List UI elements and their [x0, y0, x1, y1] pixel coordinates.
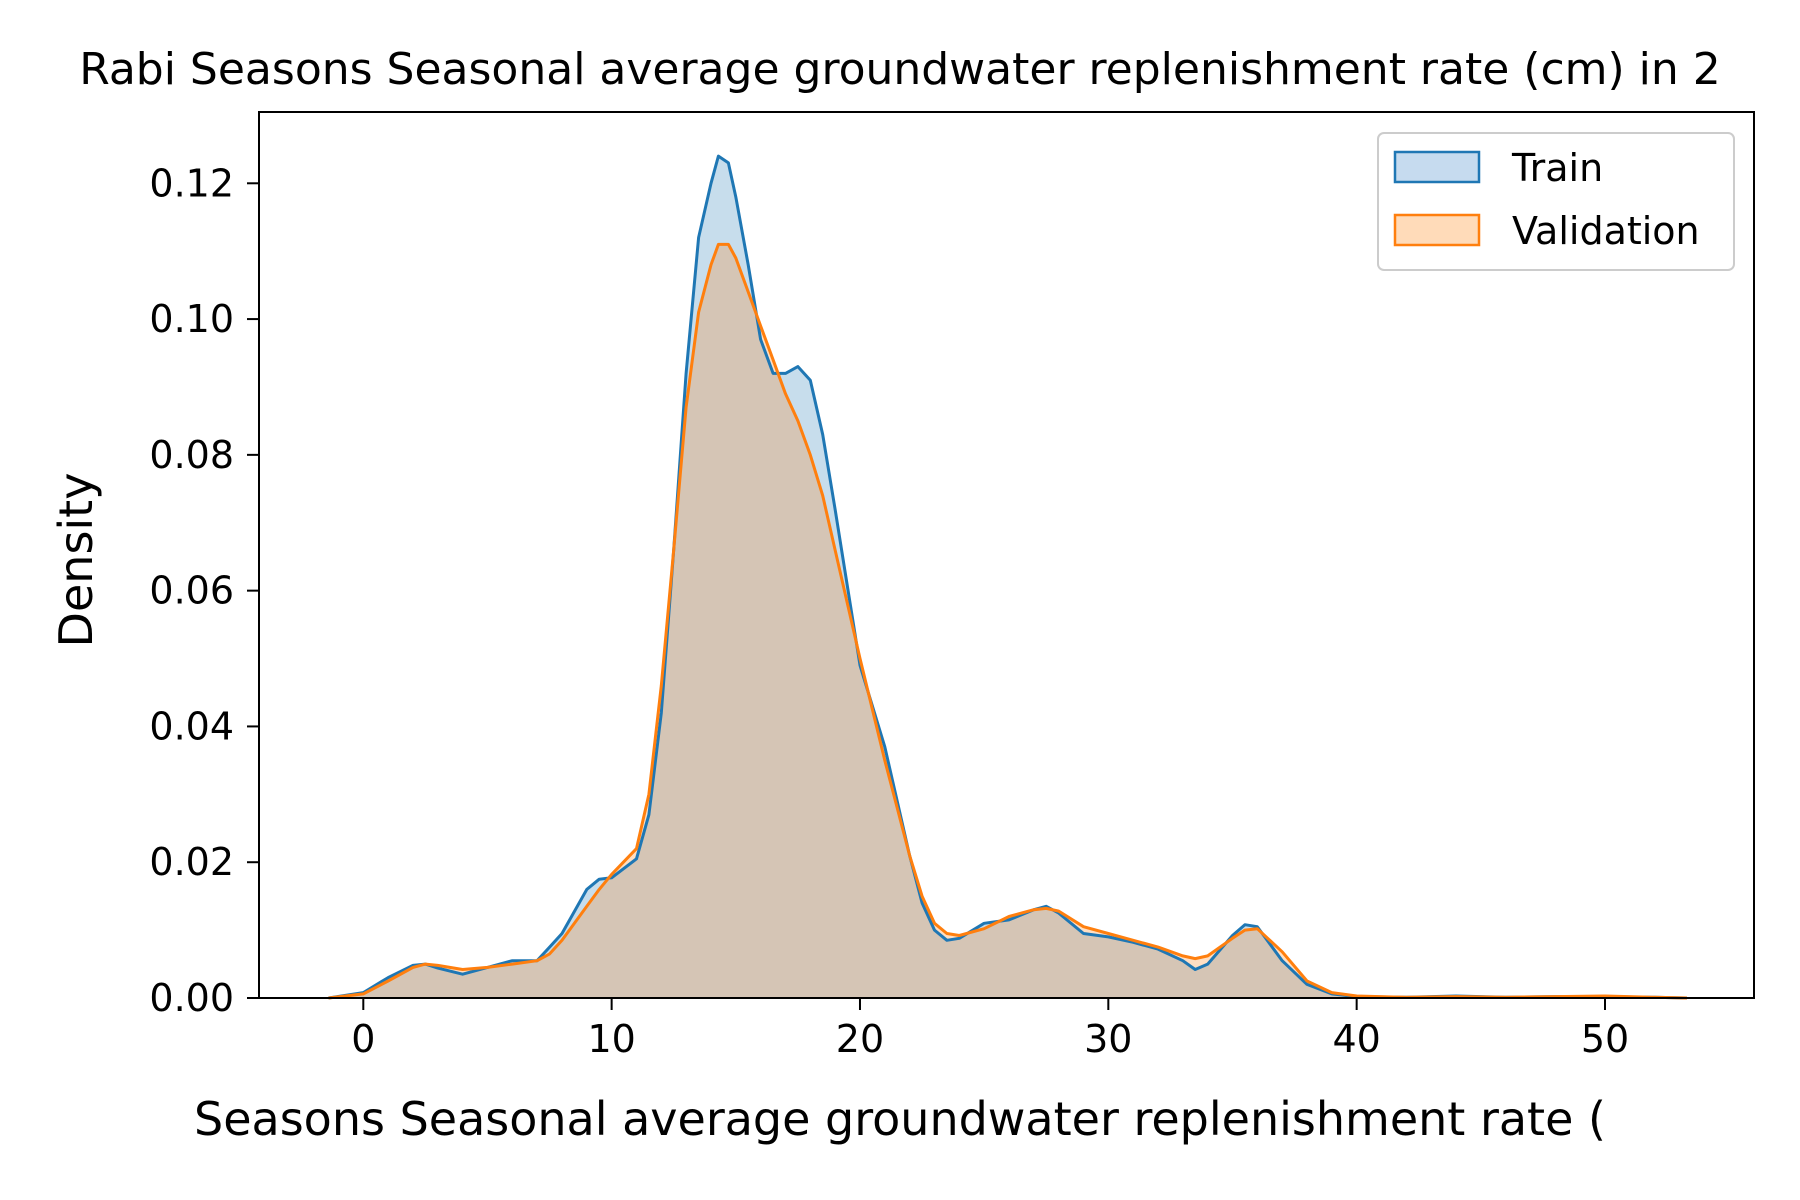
- x-tick-label: 20: [836, 1017, 884, 1061]
- x-tick-label: 0: [351, 1017, 375, 1061]
- x-axis-title: Seasons Seasonal average groundwater rep…: [194, 1092, 1606, 1146]
- plot-frame: [258, 111, 1755, 999]
- y-tick-label: 0.02: [149, 840, 234, 884]
- legend-label-validation: Validation: [1512, 209, 1700, 253]
- y-tick-label: 0.06: [149, 569, 234, 613]
- legend-label-train: Train: [1511, 146, 1603, 190]
- y-tick-label: 0.04: [149, 704, 234, 748]
- x-tick-label: 30: [1084, 1017, 1132, 1061]
- y-tick-label: 0.12: [149, 161, 234, 205]
- y-axis: 0.00 0.02 0.04 0.06 0.08 0.10 0.12: [149, 161, 259, 1020]
- x-tick-label: 10: [587, 1017, 635, 1061]
- chart-title: Rabi Seasons Seasonal average groundwate…: [79, 44, 1721, 95]
- legend-swatch-train: [1393, 150, 1481, 184]
- density-fill-train: [328, 156, 1687, 999]
- y-tick-label: 0.10: [149, 297, 234, 341]
- density-fill-validation: [328, 244, 1687, 998]
- legend: Train Validation: [1377, 132, 1735, 271]
- y-axis-title: Density: [49, 473, 103, 648]
- density-line-validation: [328, 242, 1687, 1000]
- x-tick-label: 50: [1581, 1017, 1629, 1061]
- density-lines: [328, 154, 1687, 1000]
- x-tick-label: 40: [1332, 1017, 1380, 1061]
- x-axis: 0 10 20 30 40 50: [351, 998, 1629, 1061]
- y-tick-label: 0.08: [149, 433, 234, 477]
- y-tick-label: 0.00: [149, 976, 234, 1020]
- legend-swatch-validation: [1393, 213, 1481, 247]
- density-line-train: [328, 154, 1687, 1000]
- density-fills: [328, 156, 1687, 999]
